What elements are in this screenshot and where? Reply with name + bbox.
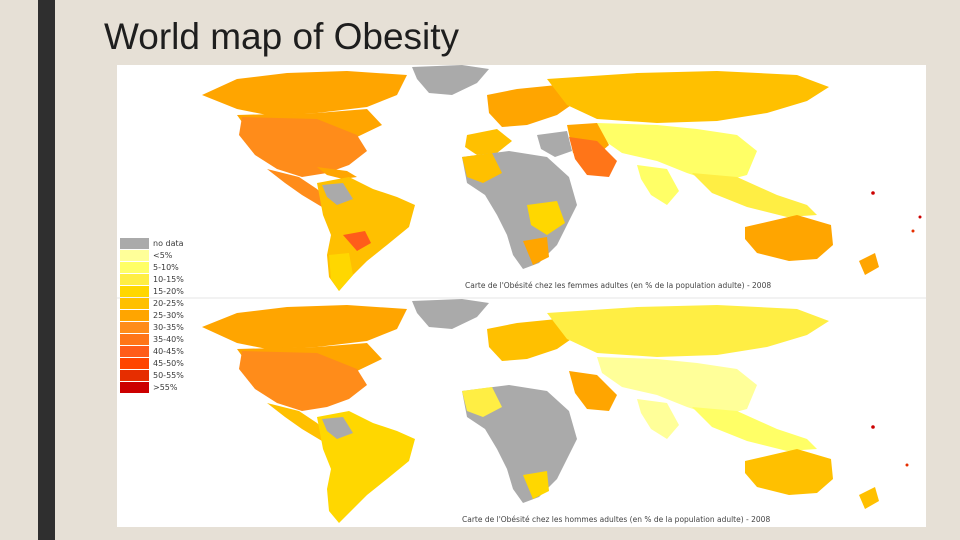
india-women (637, 165, 679, 205)
legend-swatch (120, 249, 149, 261)
mexico-women (267, 169, 332, 207)
world-maps-svg (202, 65, 922, 523)
legend-item: 30-35% (120, 321, 197, 333)
europe-men (487, 319, 577, 361)
legend-label: 15-20% (153, 286, 184, 296)
mexico-men (267, 403, 332, 441)
china-men (597, 357, 757, 417)
legend-item: 40-45% (120, 345, 197, 357)
legend-swatch (120, 273, 149, 285)
legend-swatch (120, 285, 149, 297)
legend-swatch (120, 321, 149, 333)
legend-item: 35-40% (120, 333, 197, 345)
usa-men (239, 351, 367, 411)
legend-item: 50-55% (120, 369, 197, 381)
legend-item: 20-25% (120, 297, 197, 309)
southeast-asia-women (692, 173, 817, 217)
north-africa-men (462, 387, 502, 417)
legend-item: 5-10% (120, 261, 197, 273)
legend-label: 50-55% (153, 370, 184, 380)
pacific-island-women (911, 229, 915, 233)
europe-women (487, 85, 577, 127)
saudi-arabia-men (569, 371, 617, 411)
south-america-men (317, 411, 415, 523)
legend-swatch (120, 345, 149, 357)
women-map-caption: Carte de l'Obésité chez les femmes adult… (465, 281, 772, 290)
pacific-island-men (905, 463, 909, 467)
south-africa-men (523, 471, 549, 499)
legend-item: 45-50% (120, 357, 197, 369)
caribbean-women (317, 167, 357, 179)
legend-item: >55% (120, 381, 197, 393)
north-africa-women (462, 153, 502, 183)
russia-men (547, 305, 829, 357)
southeast-asia-men (692, 407, 817, 451)
argentina-women (329, 253, 353, 291)
greenland-women (412, 65, 489, 95)
iberia-women (465, 129, 512, 155)
pacific-island-women (918, 215, 922, 219)
paraguay-women (343, 231, 371, 251)
russia-women (547, 71, 829, 123)
canada-women (202, 71, 407, 115)
obesity-legend: no data <5% 5-10% 10-15% 15-20% 20-25% 25-30% 3… (120, 237, 197, 393)
greenland-men (412, 299, 489, 329)
legend-label: 30-35% (153, 322, 184, 332)
legend-label: <5% (153, 250, 173, 260)
obesity-map-figure: no data <5% 5-10% 10-15% 15-20% 20-25% 25-30% 3… (117, 65, 926, 527)
middle-east-nodata-women (537, 131, 572, 157)
legend-item: 10-15% (120, 273, 197, 285)
slide-accent-bar (38, 0, 55, 540)
legend-swatch (120, 369, 149, 381)
map-divider (117, 297, 926, 299)
legend-item: no data (120, 237, 197, 249)
saudi-arabia-women (569, 137, 617, 177)
legend-swatch (120, 309, 149, 321)
legend-swatch (120, 237, 149, 249)
legend-label: >55% (153, 382, 178, 392)
legend-label: 40-45% (153, 346, 184, 356)
china-women (597, 123, 757, 183)
east-africa-women (527, 201, 565, 235)
legend-swatch (120, 261, 149, 273)
legend-label: 45-50% (153, 358, 184, 368)
legend-swatch (120, 333, 149, 345)
legend-swatch (120, 381, 149, 393)
legend-label: 20-25% (153, 298, 184, 308)
legend-item: <5% (120, 249, 197, 261)
women-obesity-map (202, 65, 922, 291)
usa-women (239, 117, 367, 177)
colombia-men (322, 417, 353, 439)
africa-women (462, 151, 577, 269)
india-men (637, 399, 679, 439)
legend-label: no data (153, 238, 184, 248)
legend-item: 15-20% (120, 285, 197, 297)
legend-swatch (120, 297, 149, 309)
men-obesity-map (202, 299, 909, 523)
new-zealand-women (859, 253, 879, 275)
pacific-island-women (871, 191, 875, 195)
legend-label: 5-10% (153, 262, 179, 272)
africa-men (462, 385, 577, 503)
legend-label: 25-30% (153, 310, 184, 320)
australia-women (745, 215, 833, 261)
new-zealand-men (859, 487, 879, 509)
legend-item: 25-30% (120, 309, 197, 321)
pacific-island-men (871, 425, 875, 429)
slide-title: World map of Obesity (104, 16, 460, 57)
south-africa-women (523, 237, 549, 265)
canada-men (202, 305, 407, 349)
legend-label: 10-15% (153, 274, 184, 284)
australia-men (745, 449, 833, 495)
legend-label: 35-40% (153, 334, 184, 344)
men-map-caption: Carte de l'Obésité chez les hommes adult… (462, 515, 771, 524)
legend-swatch (120, 357, 149, 369)
colombia-women (322, 183, 353, 205)
